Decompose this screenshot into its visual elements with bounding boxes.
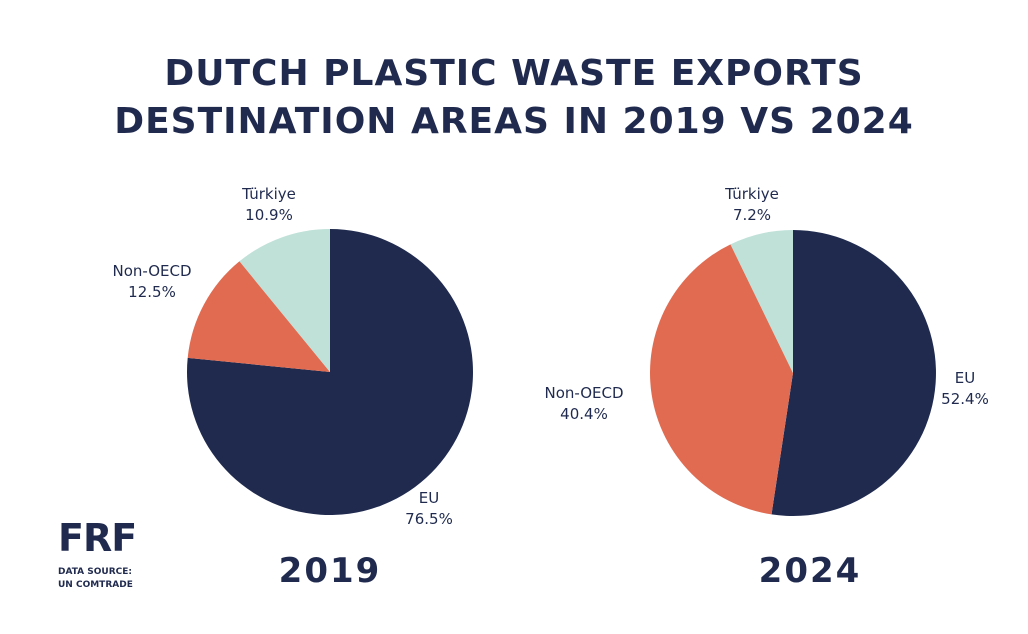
pie-2024-label-turkiye-name: Türkiye bbox=[724, 185, 779, 203]
pie-2019-label-non-oecd-name: Non-OECD bbox=[112, 262, 191, 280]
pie-2024-year-label: 2024 bbox=[759, 551, 862, 591]
pie-2019-slice-eu bbox=[186, 229, 473, 516]
title-line-2: DESTINATION AREAS IN 2019 VS 2024 bbox=[114, 101, 914, 142]
pie-2019: Türkiye 10.9% Non-OECD 12.5% EU 76.5% 20… bbox=[112, 185, 473, 591]
pie-2019-label-turkiye-value: 10.9% bbox=[245, 206, 293, 224]
pie-2024-slice-non-oecd bbox=[650, 244, 793, 515]
pie-2024-label-turkiye-value: 7.2% bbox=[733, 206, 771, 224]
data-source-line-2: UN COMTRADE bbox=[58, 580, 133, 590]
pie-2024-label-eu-name: EU bbox=[955, 369, 975, 387]
title-line-1: DUTCH PLASTIC WASTE EXPORTS bbox=[164, 53, 864, 94]
logo-mark: FRF bbox=[58, 516, 137, 560]
pie-2019-label-eu-value: 76.5% bbox=[405, 510, 453, 528]
pie-2024-label-eu-value: 52.4% bbox=[941, 390, 989, 408]
frf-logo: FRF DATA SOURCE: UN COMTRADE bbox=[58, 518, 158, 592]
pie-2024: Türkiye 7.2% Non-OECD 40.4% EU 52.4% 202… bbox=[544, 185, 988, 591]
data-source-line-1: DATA SOURCE: bbox=[58, 567, 132, 577]
pie-2019-year-label: 2019 bbox=[279, 551, 382, 591]
pie-2019-slice-non-oecd bbox=[187, 261, 330, 372]
chart-title: DUTCH PLASTIC WASTE EXPORTS DESTINATION … bbox=[0, 50, 1028, 146]
pie-2024-slice-eu bbox=[771, 230, 936, 516]
pie-2019-label-turkiye-name: Türkiye bbox=[241, 185, 296, 203]
pie-2019-slice-turkiye bbox=[239, 229, 330, 372]
pie-2024-slice-turkiye bbox=[730, 230, 793, 373]
data-source-note: DATA SOURCE: UN COMTRADE bbox=[58, 566, 158, 592]
pie-2024-label-non-oecd-value: 40.4% bbox=[560, 405, 608, 423]
pie-2024-label-non-oecd-name: Non-OECD bbox=[544, 384, 623, 402]
pie-2019-label-eu-name: EU bbox=[419, 489, 439, 507]
pie-2019-label-non-oecd-value: 12.5% bbox=[128, 283, 176, 301]
